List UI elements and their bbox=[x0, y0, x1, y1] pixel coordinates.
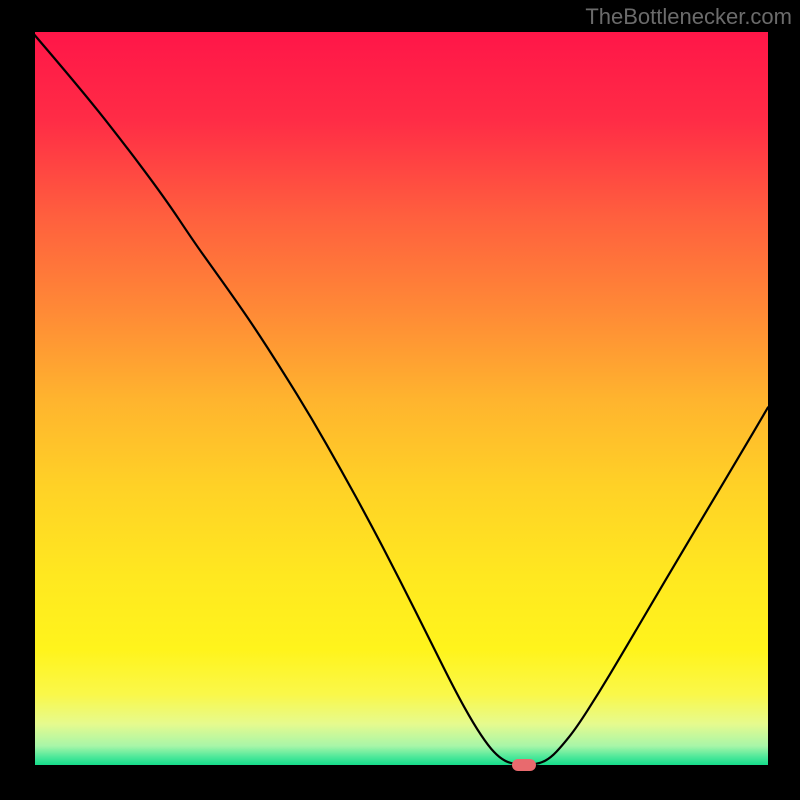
chart-container: TheBottlenecker.com bbox=[0, 0, 800, 800]
x-axis bbox=[32, 765, 768, 768]
curve-layer bbox=[32, 32, 768, 768]
watermark-text: TheBottlenecker.com bbox=[585, 4, 792, 30]
bottleneck-curve bbox=[32, 32, 768, 765]
optimal-point-marker bbox=[512, 759, 536, 771]
y-axis bbox=[32, 32, 35, 768]
plot-area bbox=[32, 32, 768, 768]
